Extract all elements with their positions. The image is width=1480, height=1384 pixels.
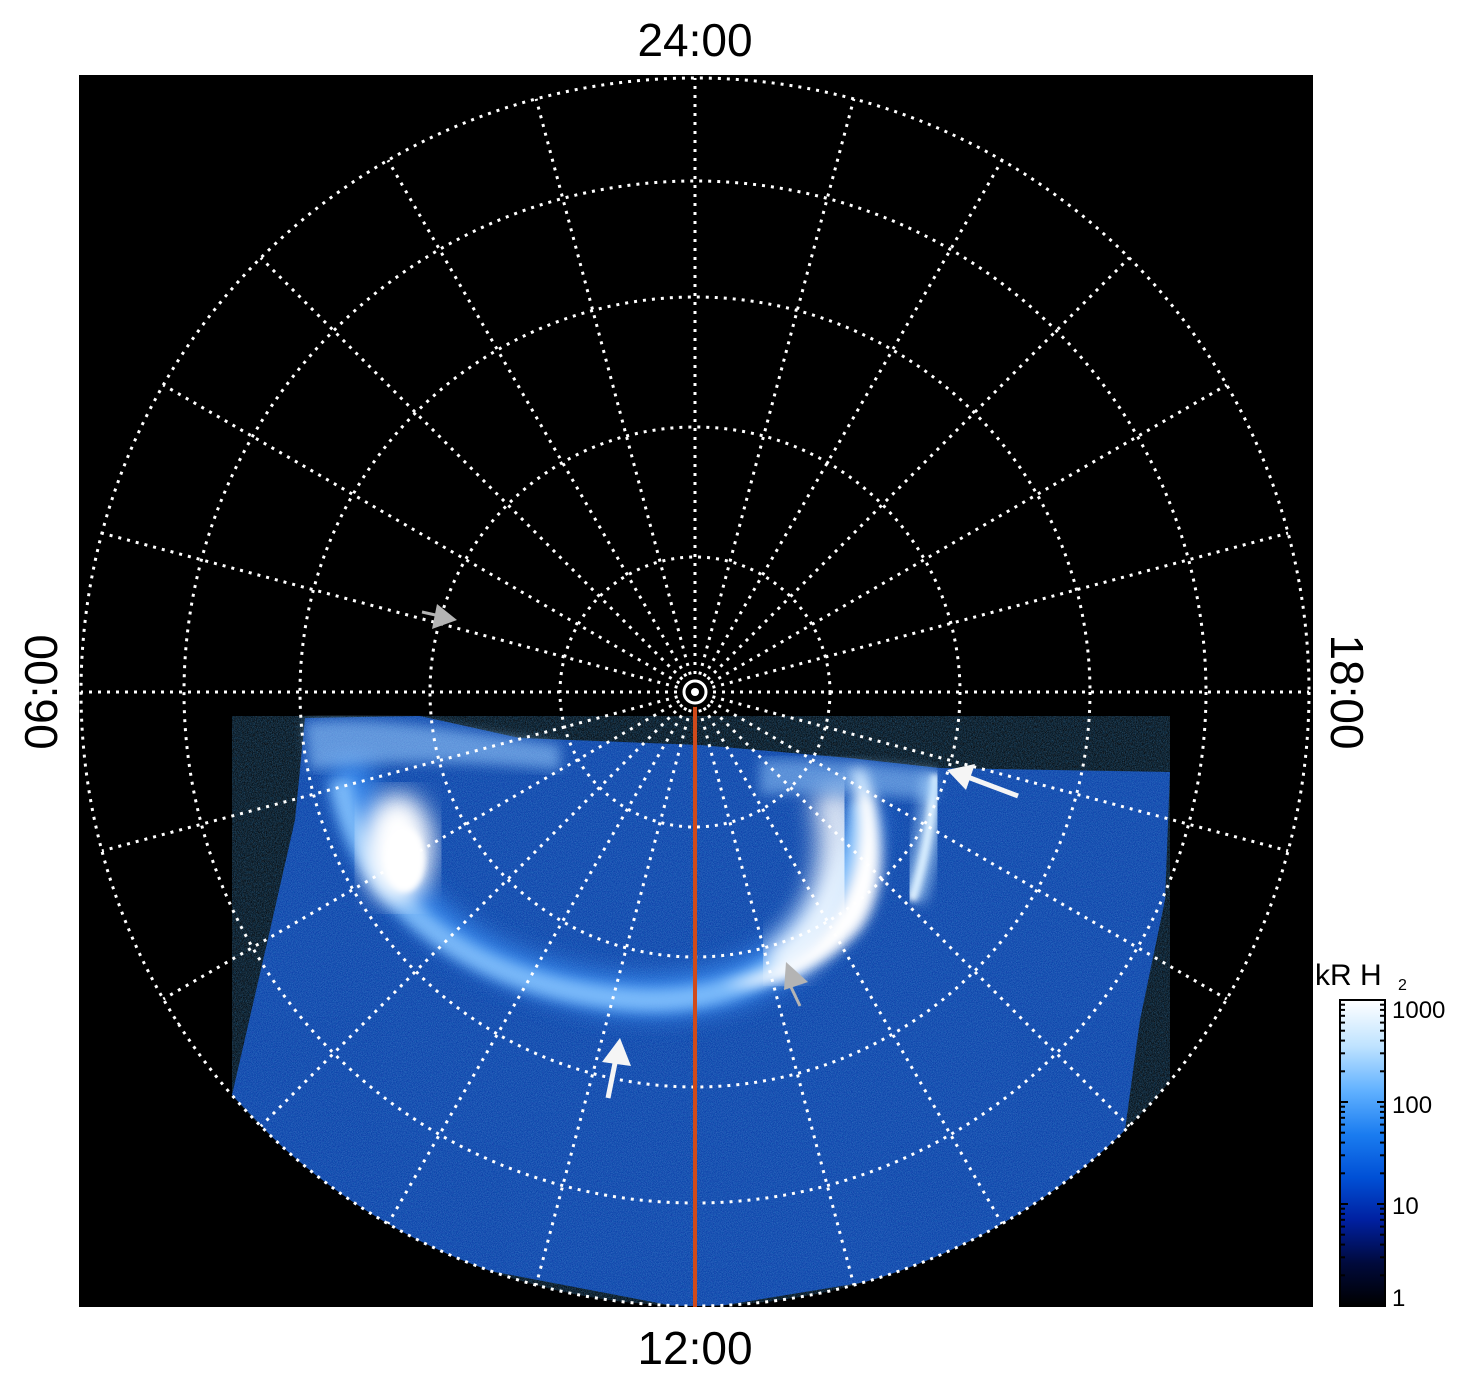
meridian-line bbox=[162, 699, 681, 1001]
meridian-line bbox=[534, 709, 692, 1286]
pole-marker bbox=[680, 677, 710, 707]
grey-arrow-icon bbox=[784, 962, 808, 1007]
meridian-line bbox=[712, 695, 1289, 853]
meridian-line bbox=[709, 383, 1228, 685]
local-time-label-right: 18:00 bbox=[1321, 634, 1373, 749]
local-time-label-left: 06:00 bbox=[15, 634, 67, 749]
colorbar-tick-label-1000: 1000 bbox=[1392, 997, 1445, 1024]
meridian-line bbox=[259, 256, 684, 681]
meridian-line bbox=[101, 531, 678, 689]
colorbar-title-subscript: 2 bbox=[1398, 977, 1407, 994]
meridian-line bbox=[259, 703, 684, 1128]
colorbar-scale bbox=[1339, 999, 1386, 1307]
white-arrow-icon bbox=[947, 764, 1019, 799]
auroral-emission-swath bbox=[232, 716, 1170, 1306]
meridian-line bbox=[702, 706, 1004, 1225]
meridian-line bbox=[386, 159, 688, 678]
meridian-line bbox=[386, 706, 688, 1225]
local-time-meridians bbox=[81, 78, 1309, 1306]
meridian-line bbox=[101, 695, 678, 853]
meridian-line bbox=[706, 256, 1131, 681]
dusk-bright-arc bbox=[720, 770, 882, 986]
colorbar: kR H 2 1000 100 10 1 bbox=[1315, 959, 1445, 1312]
meridian-line bbox=[706, 703, 1131, 1128]
colorbar-tick-label-100: 100 bbox=[1392, 1092, 1432, 1119]
colorbar-ticks bbox=[1340, 999, 1385, 1307]
colorbar-title: kR H bbox=[1315, 959, 1382, 992]
meridian-line bbox=[698, 709, 856, 1286]
grey-arrow-icon bbox=[421, 604, 457, 629]
meridian-line bbox=[712, 531, 1289, 689]
meridian-line bbox=[702, 159, 1004, 678]
local-time-label-bottom: 12:00 bbox=[637, 1322, 752, 1374]
meridian-line bbox=[709, 699, 1228, 1001]
meridian-line bbox=[162, 383, 681, 685]
colorbar-tick-label-10: 10 bbox=[1392, 1193, 1419, 1220]
white-arrow-icon bbox=[602, 1038, 631, 1099]
meridian-line bbox=[698, 98, 856, 675]
meridian-line bbox=[534, 98, 692, 675]
local-time-label-top: 24:00 bbox=[637, 14, 752, 66]
colorbar-tick-label-1: 1 bbox=[1392, 1285, 1405, 1312]
